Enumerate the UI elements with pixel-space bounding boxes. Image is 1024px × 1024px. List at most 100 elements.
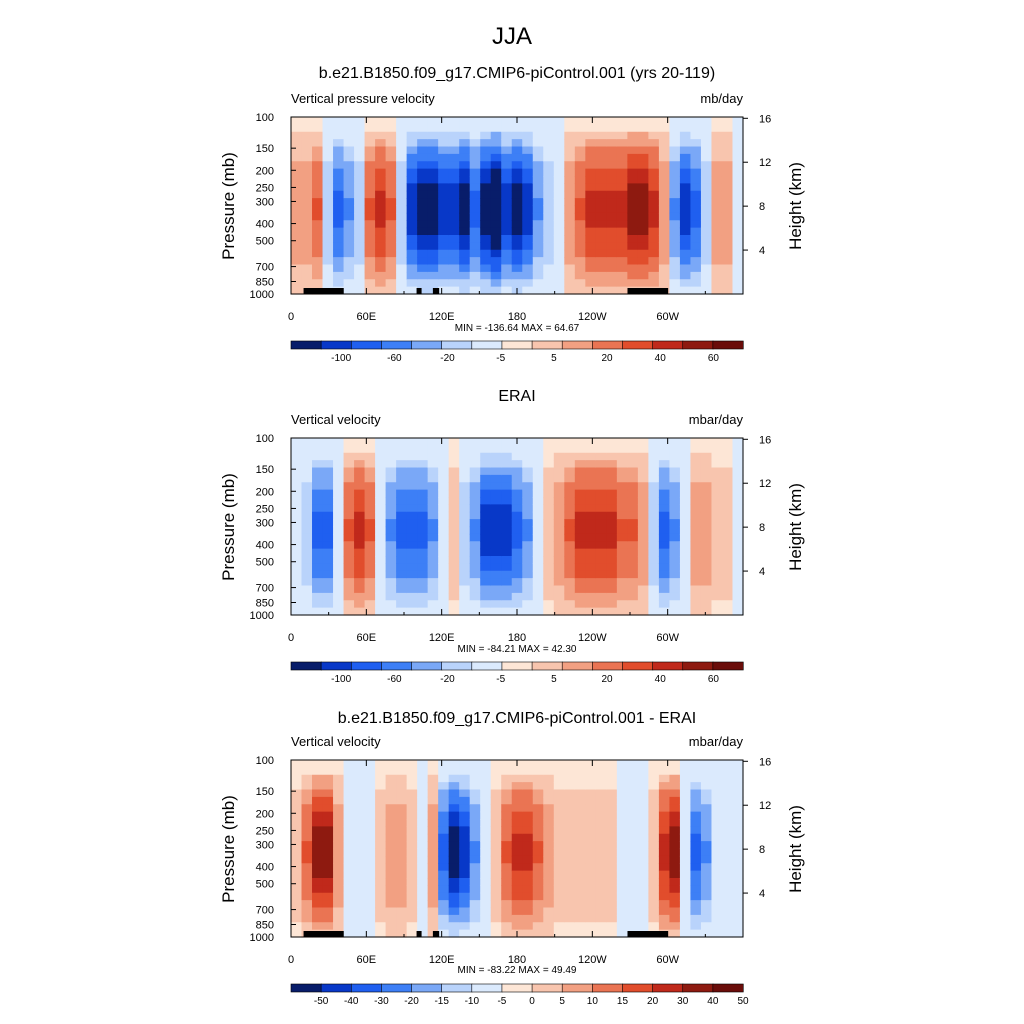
contour-cell [679, 168, 692, 177]
contour-cell [721, 914, 734, 923]
contour-cell [637, 870, 649, 879]
contour-cell [501, 819, 513, 827]
contour-cell [459, 585, 471, 594]
contour-cell [406, 804, 418, 813]
contour-cell [469, 892, 481, 901]
contour-cell [364, 811, 376, 820]
contour-cell [648, 242, 660, 251]
contour-cell [427, 833, 439, 842]
contour-cell [700, 833, 713, 842]
contour-cell [627, 878, 639, 886]
contour-cell [469, 198, 481, 207]
contour-cell [669, 922, 681, 931]
contour-cell [427, 212, 439, 221]
contour-cell [721, 841, 734, 850]
contour-cell [595, 848, 607, 857]
contour-cell [322, 767, 334, 776]
contour-cell [469, 878, 481, 886]
contour-cell [585, 452, 597, 461]
contour-cell [690, 452, 702, 461]
contour-cell [448, 504, 460, 513]
contour-cell [343, 511, 355, 520]
contour-cell [522, 826, 534, 835]
contour-cell [532, 271, 544, 280]
contour-cell [490, 570, 502, 579]
contour-cell [417, 892, 429, 901]
contour-cell [480, 870, 492, 879]
contour-cell [732, 124, 744, 133]
contour-cell [543, 139, 555, 148]
contour-cell [595, 600, 607, 609]
contour-cell [501, 789, 513, 798]
contour-cell [417, 511, 429, 520]
contour-cell [564, 600, 576, 609]
contour-cell [606, 519, 618, 528]
contour-cell [627, 271, 639, 280]
contour-cell [480, 841, 492, 850]
contour-cell [606, 445, 618, 454]
contour-cell [427, 257, 439, 266]
contour-cell [553, 124, 565, 133]
contour-cell [375, 592, 387, 601]
contour-cell [532, 205, 544, 214]
contour-cell [543, 212, 555, 221]
contour-cell [522, 467, 534, 476]
contour-cell [711, 782, 723, 791]
contour-cell [448, 146, 460, 155]
contour-cell [553, 892, 565, 901]
contour-cell [459, 833, 471, 842]
contour-cell [616, 467, 628, 476]
contour-cell [291, 489, 303, 498]
contour-cell [427, 168, 439, 177]
contour-cell [543, 922, 555, 931]
contour-cell [427, 541, 439, 550]
contour-cell [721, 504, 734, 513]
contour-cell [490, 452, 502, 461]
contour-cell [417, 504, 429, 513]
contour-cell [364, 153, 376, 162]
contour-cell [616, 117, 628, 125]
x-tick-label: 120E [429, 954, 455, 966]
contour-cell [543, 526, 555, 535]
contour-cell [532, 796, 544, 805]
contour-cell [522, 592, 534, 601]
contour-cell [480, 600, 492, 609]
contour-cell [700, 922, 713, 931]
contour-cell [459, 811, 471, 820]
contour-cell [301, 124, 313, 133]
panel-difference: b.e21.B1850.f09_g17.CMIP6-piControl.001 … [219, 710, 805, 1007]
contour-cell [322, 760, 334, 768]
contour-cell [522, 452, 534, 461]
contour-cell [553, 168, 565, 177]
contour-cell [543, 533, 555, 542]
colorbar-swatch [471, 661, 503, 671]
contour-cell [322, 271, 334, 280]
contour-cell [385, 497, 397, 505]
contour-cell [669, 131, 681, 140]
contour-cell [595, 445, 607, 454]
contour-cell [522, 249, 534, 258]
contour-cell [595, 205, 607, 214]
contour-cell [333, 511, 345, 520]
contour-cell [732, 190, 744, 199]
contour-cell [585, 796, 597, 805]
contour-cell [658, 855, 671, 864]
contour-cell [595, 271, 607, 280]
contour-cell [438, 804, 450, 813]
contour-cell [574, 863, 586, 872]
contour-cell [385, 460, 397, 469]
contour-cell [438, 760, 450, 768]
contour-cell [343, 607, 355, 616]
contour-cell [438, 198, 450, 207]
contour-cell [585, 760, 597, 768]
contour-cell [427, 855, 439, 864]
contour-cell [511, 570, 523, 579]
contour-cell [322, 249, 334, 258]
contour-cell [669, 789, 681, 798]
colorbar-label: -60 [387, 674, 402, 685]
contour-cell [637, 848, 649, 857]
contour-cell [406, 139, 418, 148]
contour-cell [627, 541, 639, 550]
contour-cell [469, 863, 481, 872]
contour-cell [553, 929, 565, 938]
